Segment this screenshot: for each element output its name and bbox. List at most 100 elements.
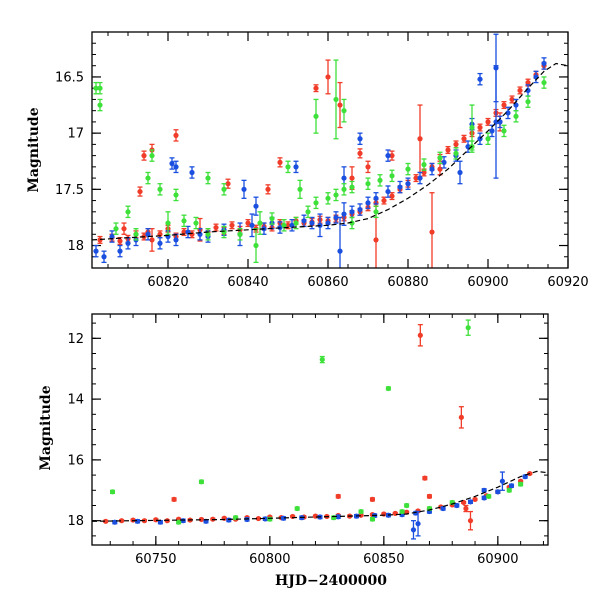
data-point-green <box>193 220 199 226</box>
data-point-green <box>269 215 275 222</box>
data-point-blue <box>415 521 421 527</box>
data-point-blue <box>135 518 141 524</box>
data-point-blue <box>373 195 379 201</box>
data-point-blue <box>385 188 391 195</box>
data-point-green <box>221 186 227 192</box>
plot-area <box>92 33 568 268</box>
data-point-blue <box>301 218 307 224</box>
data-point-green <box>173 192 179 198</box>
data-point-red <box>365 164 371 170</box>
data-point-green <box>485 136 491 142</box>
data-point-red <box>153 517 159 523</box>
data-point-green <box>486 493 492 499</box>
data-point-red <box>181 229 187 235</box>
data-point-green <box>469 124 475 131</box>
data-point-green <box>399 508 405 515</box>
data-point-red <box>337 102 343 108</box>
data-point-red <box>245 220 251 226</box>
data-point-blue <box>467 499 474 505</box>
series-red <box>97 59 547 268</box>
y-tick-label: 18 <box>67 239 84 254</box>
data-point-red <box>171 496 177 503</box>
data-point-green <box>453 150 459 156</box>
data-point-red <box>285 222 291 228</box>
y-tick-label: 17 <box>67 127 84 142</box>
data-point-red <box>103 518 109 524</box>
data-point-red <box>463 505 469 512</box>
data-point-red <box>477 124 483 131</box>
data-point-green <box>145 175 151 181</box>
data-point-green <box>285 164 291 170</box>
data-point-red <box>313 85 319 91</box>
data-point-blue <box>226 517 232 523</box>
data-point-blue <box>410 527 417 533</box>
data-point-blue <box>493 119 499 125</box>
x-tick-label: 60880 <box>387 275 428 290</box>
y-tick-label: 18 <box>67 514 84 529</box>
data-point-red <box>255 515 262 522</box>
data-point-red <box>369 496 376 503</box>
data-point-green <box>294 505 300 512</box>
data-point-blue <box>357 206 363 213</box>
data-point-green <box>149 153 155 159</box>
data-point-blue <box>117 248 123 254</box>
data-point-blue <box>508 483 515 489</box>
data-point-green <box>389 173 395 179</box>
data-point-red <box>349 175 355 181</box>
data-point-green <box>313 113 319 119</box>
data-point-blue <box>341 175 347 181</box>
data-point-blue <box>93 248 99 254</box>
data-point-blue <box>125 240 131 246</box>
data-point-green <box>341 186 347 192</box>
y-tick-label: 17.5 <box>55 183 84 198</box>
data-point-blue <box>289 222 295 228</box>
data-point-green <box>373 209 379 215</box>
data-point-green <box>349 184 355 190</box>
data-point-red <box>229 222 235 228</box>
data-point-blue <box>440 505 446 512</box>
data-point-green <box>518 481 524 487</box>
data-point-blue <box>293 164 299 170</box>
x-tick-label: 60850 <box>363 552 404 567</box>
x-tick-label: 60900 <box>467 275 508 290</box>
data-point-green <box>541 79 547 86</box>
data-point-red <box>472 496 478 503</box>
data-point-green <box>333 96 339 103</box>
data-point-red <box>117 238 123 244</box>
plot-frame <box>91 313 549 546</box>
data-point-red <box>392 510 398 516</box>
x-tick-label: 60840 <box>227 275 268 290</box>
data-point-blue <box>189 169 195 176</box>
data-point-green <box>421 162 427 168</box>
data-point-green <box>437 155 443 161</box>
data-point-red <box>121 226 127 232</box>
data-point-green <box>176 519 182 525</box>
data-point-blue <box>241 186 247 192</box>
y-tick-label: 16.5 <box>55 70 84 85</box>
data-point-green <box>377 177 383 183</box>
data-point-green <box>97 85 103 91</box>
series-green <box>93 59 547 264</box>
data-point-red <box>198 516 205 523</box>
plot-area <box>92 319 548 540</box>
data-point-red <box>458 414 464 420</box>
data-point-red <box>417 136 423 142</box>
data-point-red <box>453 141 459 147</box>
data-point-green <box>97 102 103 108</box>
data-point-blue <box>280 515 287 521</box>
data-point-red <box>130 517 136 523</box>
bottom-panel-y-axis-title: Magnitude <box>38 385 54 470</box>
data-point-green <box>319 356 325 363</box>
data-point-green <box>221 229 227 235</box>
data-point-red <box>501 102 507 108</box>
data-point-green <box>281 222 287 228</box>
data-point-blue <box>489 128 495 134</box>
data-point-green <box>341 108 347 114</box>
data-point-blue <box>385 153 391 159</box>
fit-curve <box>92 470 548 522</box>
data-point-red <box>119 518 125 524</box>
data-point-red <box>525 79 531 86</box>
data-point-green <box>405 166 411 172</box>
data-point-green <box>109 489 116 495</box>
